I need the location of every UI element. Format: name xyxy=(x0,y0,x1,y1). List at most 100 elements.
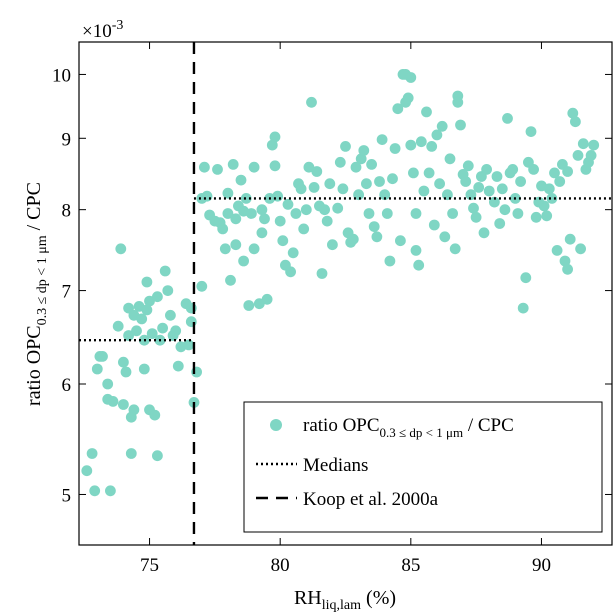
data-point xyxy=(337,183,349,195)
data-point xyxy=(131,325,142,337)
y-tick-label: 6 xyxy=(62,375,72,396)
data-point xyxy=(554,176,566,187)
data-point xyxy=(136,313,148,325)
data-point xyxy=(128,404,140,416)
data-point xyxy=(381,208,393,219)
data-point xyxy=(152,291,163,303)
data-point xyxy=(405,72,417,83)
data-point xyxy=(465,189,477,201)
x-tick-label: 75 xyxy=(140,555,159,576)
data-point xyxy=(157,322,169,334)
data-point xyxy=(149,409,161,421)
data-point xyxy=(363,208,375,219)
data-point xyxy=(311,166,323,177)
data-point xyxy=(421,106,432,118)
data-point xyxy=(340,141,351,152)
data-point xyxy=(577,138,589,150)
data-point xyxy=(269,131,281,143)
data-point xyxy=(332,202,344,214)
data-point xyxy=(120,366,132,378)
y-tick-label: 8 xyxy=(62,201,72,222)
data-point xyxy=(199,161,210,173)
data-point xyxy=(478,227,490,239)
data-point xyxy=(97,351,108,362)
data-point xyxy=(541,210,553,222)
data-point xyxy=(374,176,385,187)
plot-frame xyxy=(78,41,613,546)
data-point xyxy=(543,183,555,195)
data-point xyxy=(266,139,278,151)
data-point xyxy=(256,227,268,239)
data-point xyxy=(303,161,315,173)
data-point xyxy=(502,113,513,124)
data-point xyxy=(368,221,380,233)
data-point xyxy=(146,328,158,339)
data-point xyxy=(588,139,600,151)
data-point xyxy=(549,167,560,179)
data-point xyxy=(102,378,114,390)
data-point xyxy=(298,223,310,235)
data-point xyxy=(248,161,260,173)
data-point xyxy=(256,204,268,216)
data-point xyxy=(159,265,171,277)
data-point xyxy=(528,164,539,175)
data-point xyxy=(491,171,503,182)
data-point xyxy=(564,233,576,245)
data-point xyxy=(152,450,163,462)
data-point xyxy=(201,190,213,202)
data-point xyxy=(462,160,474,172)
data-point xyxy=(447,208,458,219)
data-point xyxy=(230,239,242,251)
data-point xyxy=(165,309,176,321)
y-tick-label: 9 xyxy=(62,129,72,150)
data-point xyxy=(248,243,260,255)
data-point xyxy=(269,160,281,172)
data-point xyxy=(321,215,333,227)
data-point xyxy=(219,243,231,255)
data-point xyxy=(431,129,443,141)
data-point xyxy=(308,182,320,193)
data-point xyxy=(515,176,526,187)
data-point xyxy=(572,150,584,161)
data-point xyxy=(125,448,137,459)
data-point xyxy=(361,178,372,190)
data-point xyxy=(107,396,119,407)
data-point xyxy=(436,120,448,132)
data-point xyxy=(559,255,571,267)
data-point xyxy=(384,255,396,267)
data-point xyxy=(413,259,425,271)
x-tick-label: 85 xyxy=(401,555,420,576)
data-point xyxy=(460,176,472,187)
legend: ratio OPC0.3 ≤ dp < 1 μm / CPC Medians K… xyxy=(243,401,603,533)
data-point xyxy=(442,189,453,201)
data-point xyxy=(468,202,479,214)
data-point xyxy=(410,208,422,219)
data-point xyxy=(426,141,438,152)
data-point xyxy=(517,302,529,314)
data-point xyxy=(212,164,223,175)
data-point xyxy=(334,156,346,168)
data-point xyxy=(222,187,234,199)
data-point xyxy=(243,300,255,311)
data-point xyxy=(562,263,573,275)
data-point xyxy=(123,330,134,341)
y-tick-label: 10 xyxy=(52,65,71,86)
data-point xyxy=(285,266,296,278)
data-point xyxy=(172,360,184,372)
legend-item-medians: Medians xyxy=(303,455,368,476)
data-point xyxy=(481,164,492,175)
data-point xyxy=(141,304,153,316)
data-point xyxy=(350,161,362,173)
data-point xyxy=(418,185,430,197)
data-point xyxy=(105,485,116,497)
data-point xyxy=(415,136,427,148)
data-point xyxy=(227,159,239,170)
data-point xyxy=(170,325,182,337)
data-point xyxy=(423,167,435,179)
data-point xyxy=(272,190,283,202)
data-point xyxy=(507,164,519,175)
data-point xyxy=(225,274,236,286)
data-point xyxy=(277,235,289,247)
data-point xyxy=(551,245,563,256)
